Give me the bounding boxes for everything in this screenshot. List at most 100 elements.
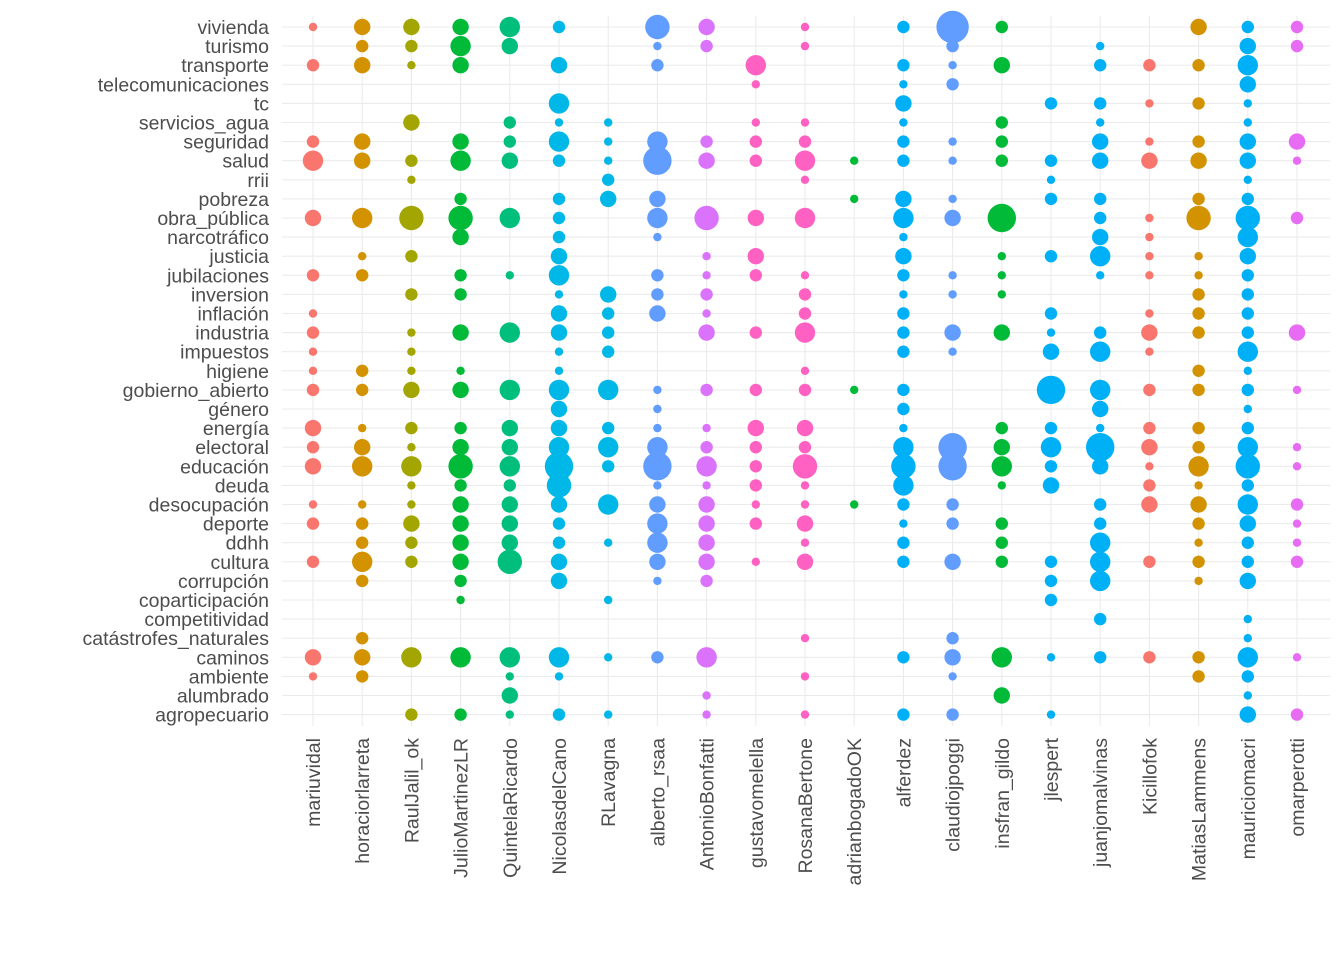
data-point xyxy=(899,290,908,299)
data-point xyxy=(1194,576,1203,586)
data-point xyxy=(1288,324,1306,341)
y-tick-labels: viviendaturismotransportetelecomunicacio… xyxy=(83,17,270,727)
data-point xyxy=(1243,99,1253,108)
x-tick-label: JulioMartinezLR xyxy=(451,738,473,878)
data-point xyxy=(405,421,418,435)
data-point xyxy=(936,10,969,44)
data-point xyxy=(946,39,959,53)
data-point xyxy=(751,500,760,509)
data-point xyxy=(306,135,320,148)
data-point xyxy=(1237,341,1259,362)
data-point xyxy=(356,632,369,645)
data-point xyxy=(604,137,613,146)
y-tick-label: gobierno_abierto xyxy=(123,380,270,402)
data-point xyxy=(1092,400,1109,418)
data-point xyxy=(452,496,469,513)
data-point xyxy=(550,553,568,570)
data-point xyxy=(700,383,713,397)
data-point xyxy=(993,324,1010,341)
data-point xyxy=(698,18,715,36)
y-tick-label: agropecuario xyxy=(155,705,269,727)
data-point xyxy=(306,517,320,530)
data-point xyxy=(352,551,373,572)
data-point xyxy=(1241,326,1255,339)
data-point xyxy=(1235,454,1261,479)
data-point xyxy=(1090,570,1111,592)
y-tick-label: pobreza xyxy=(199,189,270,211)
data-point xyxy=(649,305,666,322)
data-point xyxy=(798,441,812,454)
data-point xyxy=(749,479,762,492)
data-point xyxy=(1090,379,1111,401)
data-point xyxy=(800,481,810,490)
data-point xyxy=(1243,118,1253,127)
data-point xyxy=(1094,58,1107,72)
data-point xyxy=(598,379,619,401)
data-point xyxy=(452,133,469,150)
data-point xyxy=(501,496,518,513)
y-tick-label: deporte xyxy=(203,514,269,536)
data-point xyxy=(751,118,760,127)
data-point xyxy=(995,116,1008,129)
data-point xyxy=(505,672,514,681)
data-point xyxy=(401,456,422,477)
data-point xyxy=(1044,250,1058,263)
data-point xyxy=(554,672,564,681)
data-point xyxy=(698,496,715,513)
data-point xyxy=(503,479,516,492)
y-tick-label: justicia xyxy=(208,246,269,268)
data-point xyxy=(1145,271,1154,280)
data-point xyxy=(749,383,762,397)
data-point xyxy=(749,326,762,339)
data-point xyxy=(897,345,910,358)
y-tick-label: turismo xyxy=(205,36,269,58)
data-point xyxy=(554,290,564,299)
data-point xyxy=(1044,460,1058,473)
y-tick-label: impuestos xyxy=(180,342,269,364)
data-point xyxy=(304,649,322,666)
data-point xyxy=(647,513,668,534)
data-point xyxy=(1192,192,1205,206)
data-point xyxy=(899,232,908,242)
data-point xyxy=(1086,433,1115,462)
data-point xyxy=(1192,421,1205,435)
data-point xyxy=(308,309,318,318)
data-point xyxy=(792,454,818,479)
data-point xyxy=(649,190,666,208)
x-tick-label: insfran_gildo xyxy=(992,738,1014,849)
data-point xyxy=(602,173,615,186)
data-point xyxy=(452,324,469,341)
data-point xyxy=(550,572,568,590)
data-point xyxy=(1241,479,1255,492)
data-point xyxy=(997,271,1006,280)
data-point xyxy=(897,307,910,320)
data-point xyxy=(794,207,816,229)
data-point xyxy=(653,41,662,51)
data-point xyxy=(944,324,961,341)
data-point xyxy=(1192,326,1205,339)
data-point xyxy=(647,207,668,229)
data-point xyxy=(1192,383,1205,397)
y-tick-label: competitividad xyxy=(144,609,269,631)
data-point xyxy=(405,154,418,167)
y-tick-label: catástrofes_naturales xyxy=(83,628,270,650)
y-tick-label: ambiente xyxy=(189,666,269,688)
data-point xyxy=(1241,536,1255,549)
data-point xyxy=(604,653,613,662)
data-point xyxy=(899,118,908,127)
data-point xyxy=(548,437,570,458)
data-point xyxy=(1094,612,1107,626)
data-point xyxy=(600,190,617,208)
data-point xyxy=(993,56,1010,74)
data-point xyxy=(651,288,664,301)
y-tick-label: seguridad xyxy=(183,132,269,154)
data-point xyxy=(1143,58,1156,72)
data-point xyxy=(944,649,961,666)
data-point xyxy=(499,207,520,229)
data-point xyxy=(550,400,568,418)
data-point xyxy=(1194,538,1203,547)
data-point xyxy=(895,95,912,112)
data-point xyxy=(948,137,957,146)
data-point xyxy=(850,156,859,165)
data-point xyxy=(1141,439,1158,456)
